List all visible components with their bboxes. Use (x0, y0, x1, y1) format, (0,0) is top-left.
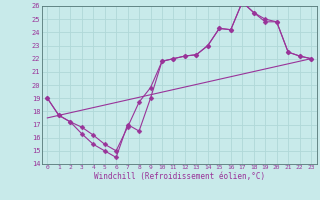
X-axis label: Windchill (Refroidissement éolien,°C): Windchill (Refroidissement éolien,°C) (94, 172, 265, 181)
